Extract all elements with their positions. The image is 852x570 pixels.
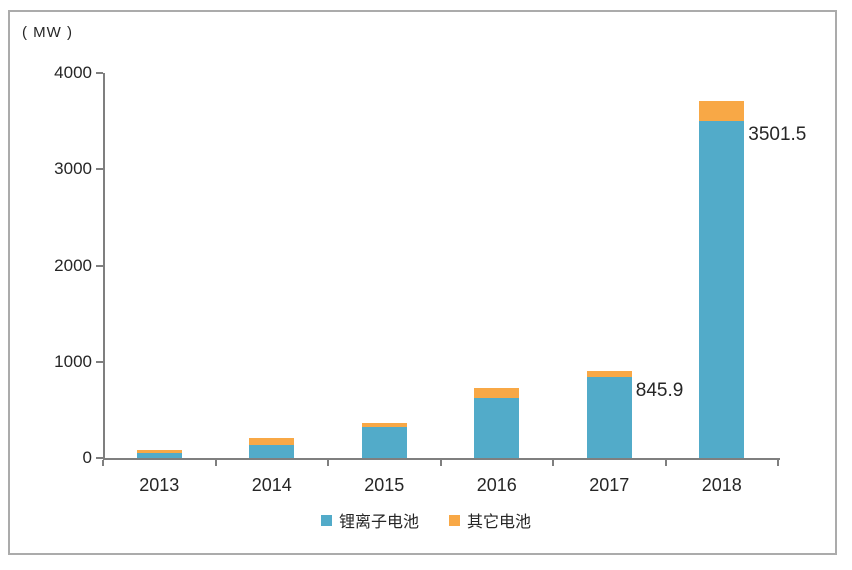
legend: 锂离子电池 其它电池 [0, 508, 852, 532]
x-category-label-2018: 2018 [701, 475, 742, 495]
bar-segment-2018-other [699, 101, 745, 121]
x-category-label-2013: 2013 [139, 475, 180, 495]
x-tick-4 [552, 460, 554, 466]
data-label-2017: 845.9 [635, 379, 684, 401]
chart-frame [8, 10, 837, 555]
legend-swatch-other [449, 514, 460, 526]
bar-segment-2015-li-ion [361, 426, 407, 458]
y-tick-3000 [96, 168, 103, 171]
bar-segment-2016-other [474, 387, 520, 398]
legend-swatch-li-ion [320, 514, 332, 526]
bar-segment-2017-li-ion [586, 376, 632, 458]
legend-item-other: 其它电池 [449, 508, 531, 532]
y-tick-1000 [96, 360, 103, 363]
y-tick-2000 [96, 264, 103, 267]
bar-segment-2013-other [136, 449, 182, 453]
y-tick-label-0: 0 [82, 448, 92, 467]
y-tick-label-2000: 2000 [54, 255, 92, 275]
x-axis-line [103, 458, 780, 460]
x-tick-6 [777, 460, 779, 466]
bar-segment-2014-other [249, 438, 295, 445]
legend-item-li-ion: 锂离子电池 [320, 508, 419, 532]
y-tick-0 [96, 457, 103, 459]
x-tick-2 [327, 460, 329, 466]
bar-segment-2014-li-ion [249, 445, 295, 458]
x-category-label-2016: 2016 [476, 475, 517, 495]
bar-segment-2015-other [361, 423, 407, 427]
x-category-label-2015: 2015 [364, 475, 405, 495]
y-axis-unit-label: ( MW ) [22, 24, 73, 41]
bar-segment-2018-li-ion [699, 120, 745, 458]
x-tick-3 [439, 460, 442, 466]
y-tick-label-3000: 3000 [54, 159, 92, 179]
x-tick-0 [102, 460, 104, 466]
bar-segment-2013-li-ion [136, 452, 182, 458]
bar-segment-2017-other [586, 370, 632, 377]
x-tick-1 [214, 460, 217, 466]
bar-segment-2016-li-ion [474, 397, 520, 458]
legend-label-other: 其它电池 [467, 514, 532, 531]
legend-label-li-ion: 锂离子电池 [338, 514, 419, 531]
y-tick-4000 [96, 72, 103, 74]
data-label-2018: 3501.5 [748, 123, 807, 145]
x-tick-5 [664, 460, 667, 466]
y-axis-line [103, 73, 105, 458]
x-category-label-2017: 2017 [589, 475, 630, 495]
y-tick-label-4000: 4000 [54, 63, 92, 82]
y-tick-label-1000: 1000 [54, 351, 92, 371]
x-category-label-2014: 2014 [251, 475, 292, 495]
